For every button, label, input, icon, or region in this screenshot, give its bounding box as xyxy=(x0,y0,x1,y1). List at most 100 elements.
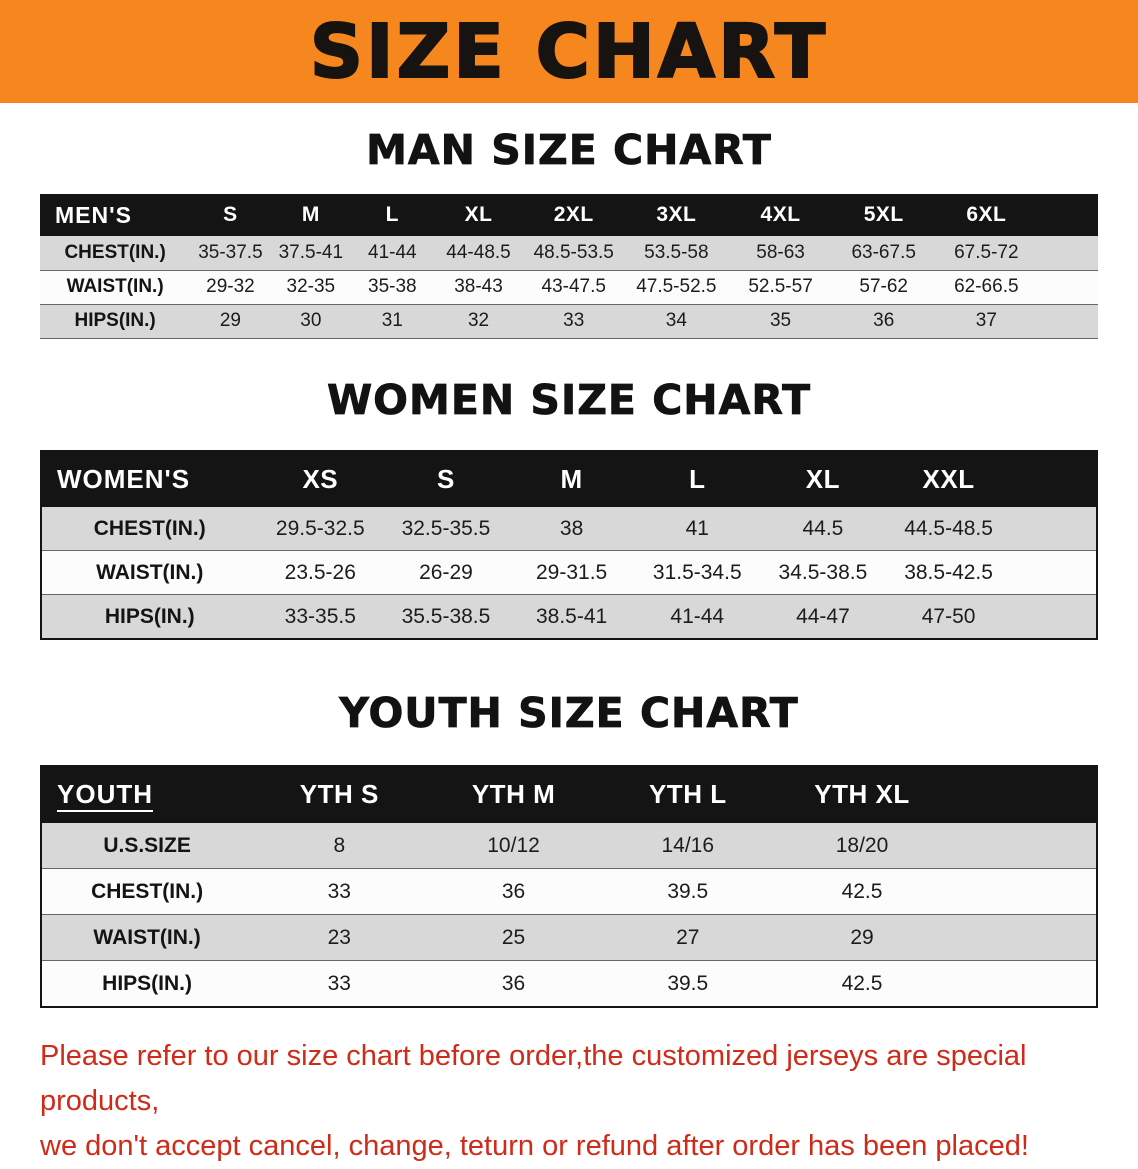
men-size-section: MAN SIZE CHART MEN'S S M L XL 2XL 3XL 4XL 5XL 6XL… xyxy=(0,126,1138,339)
men-size-column-header: S xyxy=(190,194,271,237)
men-size-table: MEN'S S M L XL 2XL 3XL 4XL 5XL 6XL CHEST(IN.) 35-3… xyxy=(40,194,1098,339)
women-value-cell: 38.5-41 xyxy=(535,604,608,628)
men-row-label: WAIST(IN.) xyxy=(66,276,164,298)
men-value-cell: 62-66.5 xyxy=(954,276,1019,298)
men-row-spacer xyxy=(1038,270,1098,304)
youth-value-cell: 23 xyxy=(327,925,351,949)
youth-value-cell: 42.5 xyxy=(841,879,883,903)
youth-row-label: HIPS(IN.) xyxy=(102,971,193,995)
women-size-column-header: XL xyxy=(760,450,886,507)
men-row-label: CHEST(IN.) xyxy=(64,241,166,263)
youth-size-column-header: YTH L xyxy=(600,765,775,823)
men-header-spacer xyxy=(1037,194,1098,237)
women-value-cell: 34.5-38.5 xyxy=(778,560,868,584)
women-row-spacer xyxy=(1011,507,1097,551)
women-value-cell: 44-47 xyxy=(796,604,850,628)
disclaimer-line-1: Please refer to our size chart before or… xyxy=(40,1039,1027,1117)
women-value-cell: 41 xyxy=(685,516,709,540)
men-table-row: CHEST(IN.) 35-37.5 37.5-41 41-44 44-48.5 48.5… xyxy=(40,236,1098,271)
women-size-column-header: XS xyxy=(257,450,384,507)
youth-row-label: U.S.SIZE xyxy=(103,833,191,857)
women-value-cell: 29-31.5 xyxy=(535,560,608,584)
youth-value-cell: 33 xyxy=(327,971,351,995)
women-value-cell: 35.5-38.5 xyxy=(401,604,491,628)
youth-size-section: YOUTH SIZE CHART YOUTH YTH S YTH M YTH L YTH… xyxy=(0,688,1138,1008)
men-size-column-header: 6XL xyxy=(935,194,1038,237)
men-value-cell: 37.5-41 xyxy=(278,241,344,263)
men-value-cell: 31 xyxy=(381,310,403,332)
men-value-cell: 30 xyxy=(300,310,322,332)
women-value-cell: 47-50 xyxy=(921,604,976,628)
women-row-spacer xyxy=(1011,551,1097,595)
youth-row-spacer xyxy=(949,869,1097,915)
women-table-row: WAIST(IN.) 23.5-26 26-29 29-31.5 31.5-34.5 34… xyxy=(41,550,1097,595)
women-row-label: HIPS(IN.) xyxy=(104,604,195,628)
men-row-spacer xyxy=(1038,236,1098,270)
men-value-cell: 29-32 xyxy=(206,276,255,298)
youth-value-cell: 36 xyxy=(501,879,526,903)
youth-header-row: YOUTH YTH S YTH M YTH L YTH XL xyxy=(41,765,1097,823)
youth-table-body: U.S.SIZE 8 10/12 14/16 18/20 CHEST(IN.) 33 36 39… xyxy=(41,822,1097,1007)
men-value-cell: 67.5-72 xyxy=(954,241,1019,263)
men-size-column-header: 5XL xyxy=(832,194,936,237)
men-value-cell: 48.5-53.5 xyxy=(533,241,614,263)
men-value-cell: 35-38 xyxy=(368,276,417,298)
women-header-spacer xyxy=(1011,450,1097,507)
men-value-cell: 35 xyxy=(769,310,792,332)
women-size-column-header: M xyxy=(508,450,635,507)
men-value-cell: 34 xyxy=(665,310,687,332)
men-value-cell: 29 xyxy=(219,310,241,332)
youth-value-cell: 25 xyxy=(501,925,526,949)
size-chart-banner: SIZE CHART xyxy=(0,0,1138,103)
women-value-cell: 44.5 xyxy=(802,516,844,540)
men-header-row: MEN'S S M L XL 2XL 3XL 4XL 5XL 6XL xyxy=(40,194,1098,237)
youth-section-heading: YOUTH SIZE CHART xyxy=(339,688,799,737)
women-value-cell: 33-35.5 xyxy=(284,604,356,628)
women-size-table: WOMEN'S XS S M L XL XXL CHEST(IN.) 29.5-32.5 32.… xyxy=(40,449,1098,640)
youth-corner-label: YOUTH xyxy=(41,765,253,823)
women-header-row: WOMEN'S XS S M L XL XXL xyxy=(41,450,1097,507)
women-value-cell: 31.5-34.5 xyxy=(652,560,742,584)
men-section-heading: MAN SIZE CHART xyxy=(366,126,772,174)
women-size-column-header: S xyxy=(383,450,509,507)
youth-value-cell: 18/20 xyxy=(835,833,889,857)
women-size-column-header: L xyxy=(634,450,761,507)
women-value-cell: 44.5-48.5 xyxy=(904,516,993,540)
banner-title: SIZE CHART xyxy=(309,8,829,95)
men-value-cell: 58-63 xyxy=(756,241,805,263)
women-value-cell: 29.5-32.5 xyxy=(275,516,365,540)
youth-value-cell: 27 xyxy=(676,925,700,949)
youth-table-row: U.S.SIZE 8 10/12 14/16 18/20 xyxy=(41,822,1097,869)
men-table-header: MEN'S S M L XL 2XL 3XL 4XL 5XL 6XL xyxy=(40,194,1098,237)
men-value-cell: 52.5-57 xyxy=(748,276,813,298)
women-row-label: WAIST(IN.) xyxy=(96,560,204,584)
men-size-column-header: 3XL xyxy=(623,194,729,237)
youth-row-spacer xyxy=(949,961,1097,1007)
women-table-header: WOMEN'S XS S M L XL XXL xyxy=(41,450,1097,507)
women-size-column-header: XXL xyxy=(885,450,1012,507)
youth-row-spacer xyxy=(949,823,1097,869)
youth-header-spacer xyxy=(949,765,1097,823)
men-value-cell: 57-62 xyxy=(859,276,908,298)
men-value-cell: 53.5-58 xyxy=(644,241,709,263)
youth-size-column-header: YTH XL xyxy=(774,765,950,823)
youth-table-row: HIPS(IN.) 33 36 39.5 42.5 xyxy=(41,960,1097,1007)
youth-table-header: YOUTH YTH S YTH M YTH L YTH XL xyxy=(41,765,1097,823)
men-value-cell: 41-44 xyxy=(368,241,417,263)
men-value-cell: 37 xyxy=(975,310,997,332)
women-corner-label: WOMEN'S xyxy=(41,450,258,507)
men-table-body: CHEST(IN.) 35-37.5 37.5-41 41-44 44-48.5 48.5… xyxy=(40,236,1098,339)
disclaimer-line-2: we don't accept cancel, change, teturn o… xyxy=(40,1129,1029,1162)
men-value-cell: 32-35 xyxy=(286,276,336,298)
women-value-cell: 32.5-35.5 xyxy=(401,516,491,540)
youth-value-cell: 39.5 xyxy=(667,971,709,995)
youth-value-cell: 42.5 xyxy=(841,971,883,995)
youth-value-cell: 36 xyxy=(501,971,526,995)
men-value-cell: 44-48.5 xyxy=(446,241,511,263)
women-row-label: CHEST(IN.) xyxy=(93,516,206,540)
youth-size-column-header: YTH S xyxy=(252,765,427,823)
men-size-column-header: XL xyxy=(433,194,524,237)
men-row-label: HIPS(IN.) xyxy=(74,310,156,332)
youth-value-cell: 29 xyxy=(850,925,874,949)
women-row-spacer xyxy=(1011,595,1097,639)
